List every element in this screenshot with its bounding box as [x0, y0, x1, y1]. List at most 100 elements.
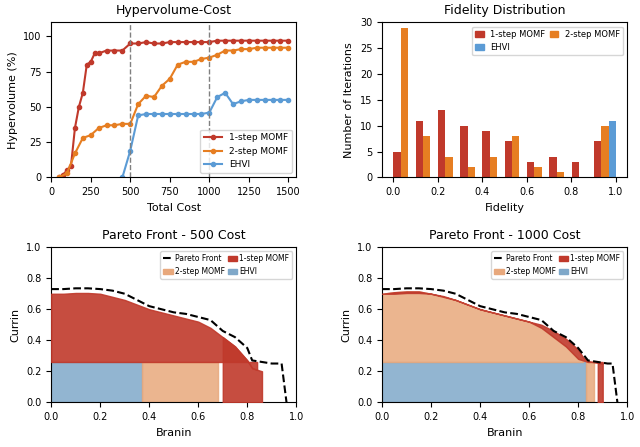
2-step MOMF — [127, 121, 134, 127]
1-step MOMF — [63, 168, 71, 173]
1-step MOMF — [150, 41, 158, 46]
Bar — [438, 110, 445, 177]
Y-axis label: Currin: Currin — [10, 308, 20, 342]
2-step MOMF — [134, 101, 142, 107]
Bar — [483, 131, 490, 177]
X-axis label: Total Cost: Total Cost — [147, 202, 201, 213]
2-step MOMF — [245, 46, 253, 52]
EHVI — [174, 111, 182, 117]
Bar — [609, 121, 616, 177]
2-step MOMF — [79, 135, 86, 141]
2-step MOMF — [205, 55, 213, 60]
2-step MOMF — [63, 170, 71, 176]
2-step MOMF — [213, 52, 221, 58]
Bar — [401, 28, 408, 177]
Bar — [460, 126, 468, 177]
1-step MOMF — [245, 38, 253, 43]
2-step MOMF — [111, 122, 118, 128]
Title: Fidelity Distribution: Fidelity Distribution — [444, 4, 565, 17]
Title: Hypervolume-Cost: Hypervolume-Cost — [116, 4, 232, 17]
Bar — [549, 157, 557, 177]
2-step MOMF — [276, 45, 284, 51]
EHVI — [198, 111, 205, 117]
1-step MOMF — [142, 39, 150, 45]
EHVI — [261, 97, 269, 102]
1-step MOMF — [285, 38, 292, 43]
1-step MOMF — [205, 39, 213, 45]
1-step MOMF — [134, 41, 142, 46]
1-step MOMF — [276, 38, 284, 43]
2-step MOMF — [150, 94, 158, 100]
EHVI — [245, 97, 253, 102]
1-step MOMF — [261, 38, 269, 43]
Bar — [423, 136, 430, 177]
2-step MOMF — [142, 93, 150, 98]
2-step MOMF — [237, 46, 244, 52]
Legend: Pareto Front, 2-step MOMF, 1-step MOMF, EHVI: Pareto Front, 2-step MOMF, 1-step MOMF, … — [492, 251, 623, 279]
1-step MOMF — [182, 39, 189, 45]
Bar — [594, 141, 601, 177]
Bar — [505, 141, 512, 177]
Line: EHVI: EHVI — [120, 91, 291, 180]
Bar — [490, 157, 497, 177]
EHVI — [118, 175, 126, 180]
EHVI — [213, 94, 221, 100]
2-step MOMF — [158, 83, 166, 89]
EHVI — [150, 111, 158, 117]
EHVI — [127, 148, 134, 153]
2-step MOMF — [174, 62, 182, 67]
1-step MOMF — [102, 48, 110, 53]
1-step MOMF — [269, 38, 276, 43]
Line: 2-step MOMF: 2-step MOMF — [57, 46, 291, 180]
1-step MOMF — [60, 172, 67, 177]
1-step MOMF — [55, 175, 63, 180]
EHVI — [142, 111, 150, 117]
Bar — [415, 121, 423, 177]
Title: Pareto Front - 1000 Cost: Pareto Front - 1000 Cost — [429, 229, 580, 242]
2-step MOMF — [189, 59, 197, 64]
2-step MOMF — [221, 48, 229, 53]
1-step MOMF — [127, 41, 134, 46]
2-step MOMF — [182, 59, 189, 64]
1-step MOMF — [213, 38, 221, 43]
Polygon shape — [142, 362, 218, 402]
Bar — [534, 167, 541, 177]
Legend: 1-step MOMF, EHVI, 2-step MOMF: 1-step MOMF, EHVI, 2-step MOMF — [472, 26, 623, 55]
EHVI — [285, 97, 292, 102]
2-step MOMF — [87, 132, 95, 138]
EHVI — [221, 90, 229, 96]
1-step MOMF — [198, 39, 205, 45]
2-step MOMF — [166, 76, 173, 81]
EHVI — [166, 111, 173, 117]
EHVI — [229, 101, 237, 107]
EHVI — [253, 97, 260, 102]
1-step MOMF — [221, 38, 229, 43]
1-step MOMF — [95, 51, 102, 56]
Line: 1-step MOMF: 1-step MOMF — [57, 38, 291, 180]
EHVI — [158, 111, 166, 117]
1-step MOMF — [158, 41, 166, 46]
EHVI — [269, 97, 276, 102]
Bar — [527, 162, 534, 177]
1-step MOMF — [174, 39, 182, 45]
X-axis label: Fidelity: Fidelity — [484, 202, 525, 213]
Legend: 1-step MOMF, 2-step MOMF, EHVI: 1-step MOMF, 2-step MOMF, EHVI — [200, 130, 292, 173]
Bar — [601, 126, 609, 177]
2-step MOMF — [285, 45, 292, 51]
Y-axis label: Currin: Currin — [342, 308, 351, 342]
EHVI — [189, 111, 197, 117]
Legend: Pareto Front, 2-step MOMF, 1-step MOMF, EHVI: Pareto Front, 2-step MOMF, 1-step MOMF, … — [161, 251, 292, 279]
2-step MOMF — [71, 151, 79, 156]
2-step MOMF — [229, 48, 237, 53]
1-step MOMF — [253, 38, 260, 43]
Polygon shape — [382, 362, 586, 402]
1-step MOMF — [118, 48, 126, 53]
2-step MOMF — [253, 45, 260, 51]
1-step MOMF — [71, 126, 79, 131]
2-step MOMF — [55, 175, 63, 180]
Y-axis label: Hypervolume (%): Hypervolume (%) — [8, 51, 17, 149]
1-step MOMF — [189, 39, 197, 45]
EHVI — [237, 99, 244, 104]
1-step MOMF — [87, 59, 95, 64]
1-step MOMF — [237, 38, 244, 43]
